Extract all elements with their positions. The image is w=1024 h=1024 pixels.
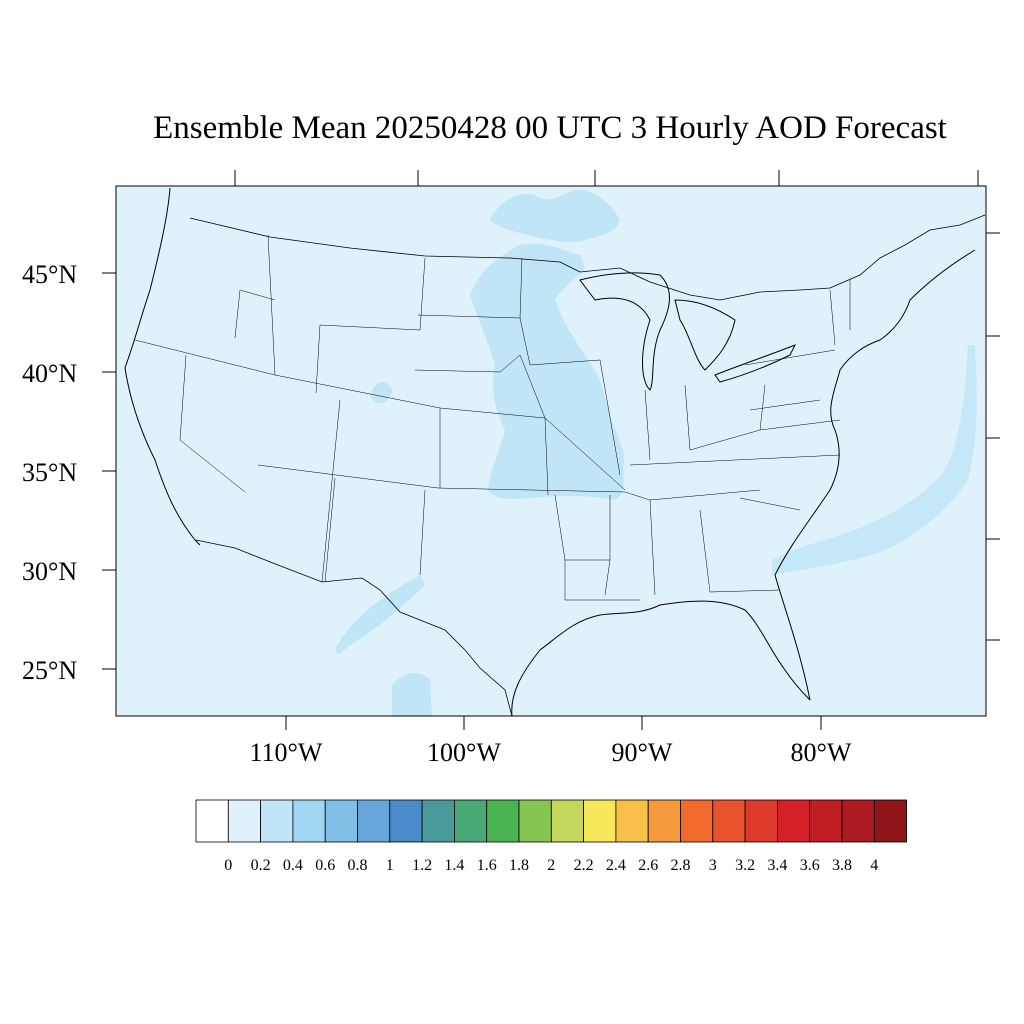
colorbar-label: 1.4	[444, 857, 464, 874]
colorbar-swatch	[227, 799, 262, 843]
canada-border	[189, 214, 986, 301]
colorbar-label: 2.2	[574, 857, 594, 874]
state-boundaries	[134, 234, 851, 601]
colorbar-swatch	[841, 799, 875, 843]
colorbar-swatch	[550, 799, 584, 843]
colorbar-swatch	[809, 799, 843, 843]
atlantic-coast	[774, 249, 976, 701]
lat-label-40: 40°N	[22, 359, 77, 388]
colorbar-swatch	[292, 799, 326, 843]
colorbar-swatch	[324, 799, 358, 843]
colorbar-label: 3.8	[832, 857, 852, 874]
colorbar-label: 1.6	[477, 857, 497, 874]
colorbar-label: 2.8	[671, 857, 691, 874]
colorbar-swatch	[195, 799, 229, 843]
colorbar-label: 1.8	[509, 857, 529, 874]
aod-plumes	[335, 189, 977, 716]
plume-central-plains	[470, 243, 625, 501]
colorbar-label: 3.4	[767, 857, 787, 874]
colorbar-label: 4	[870, 857, 878, 874]
plume-atlantic	[772, 345, 977, 575]
colorbar-swatch	[518, 799, 552, 843]
pacific-coast	[124, 187, 201, 546]
colorbar-label: 2.4	[606, 857, 626, 874]
colorbar-swatch	[680, 799, 714, 843]
colorbar-label: 2.6	[638, 857, 658, 874]
gulf-coast	[511, 600, 811, 717]
colorbar: 0 0.2 0.4 0.6 0.8 1 1.2 1.4 1.6 1.8 2 2.2 2.4 2.6 2.8 3…	[195, 799, 907, 874]
colorbar-label: 0.2	[251, 857, 271, 874]
colorbar-label: 1.2	[412, 857, 432, 874]
mexico-border	[195, 539, 513, 717]
colorbar-swatch	[712, 799, 746, 843]
lat-label-25: 25°N	[22, 656, 77, 685]
colorbar-label: 3.2	[735, 857, 755, 874]
colorbar-swatch	[873, 799, 907, 843]
map-title: Ensemble Mean 20250428 00 UTC 3 Hourly A…	[153, 110, 947, 146]
colorbar-swatch	[615, 799, 649, 843]
colorbar-swatch	[647, 799, 681, 843]
plume-gulf	[392, 673, 432, 716]
colorbar-swatch	[744, 799, 778, 843]
lat-label-45: 45°N	[22, 260, 77, 289]
lon-label-110w: 110°W	[250, 738, 323, 767]
colorbar-swatch	[389, 799, 423, 843]
colorbar-label: 0.4	[283, 857, 303, 874]
colorbar-label: 1	[386, 857, 394, 874]
lat-label-30: 30°N	[22, 557, 77, 586]
map-boundaries	[124, 187, 986, 717]
colorbar-swatch	[486, 799, 520, 843]
colorbar-label: 0	[224, 857, 232, 874]
colorbar-swatch	[453, 799, 488, 843]
colorbar-swatch	[357, 799, 391, 843]
map-frame	[115, 185, 987, 717]
lon-label-80w: 80°W	[791, 738, 852, 767]
colorbar-label: 3	[709, 857, 717, 874]
lat-label-35: 35°N	[22, 458, 77, 487]
colorbar-swatch	[260, 799, 294, 843]
colorbar-swatch	[583, 799, 617, 843]
great-lakes	[579, 272, 797, 391]
plume-north-2	[370, 381, 392, 404]
plume-texas	[335, 575, 425, 655]
colorbar-swatch	[777, 799, 811, 843]
colorbar-label: 2	[547, 857, 555, 874]
lon-label-90w: 90°W	[612, 738, 673, 767]
axis-ticks	[102, 170, 1000, 730]
colorbar-label: 0.6	[315, 857, 335, 874]
colorbar-swatch	[421, 799, 455, 843]
plume-north	[490, 189, 620, 243]
lon-label-100w: 100°W	[427, 738, 501, 767]
colorbar-label: 0.8	[348, 857, 368, 874]
colorbar-label: 3.6	[800, 857, 820, 874]
